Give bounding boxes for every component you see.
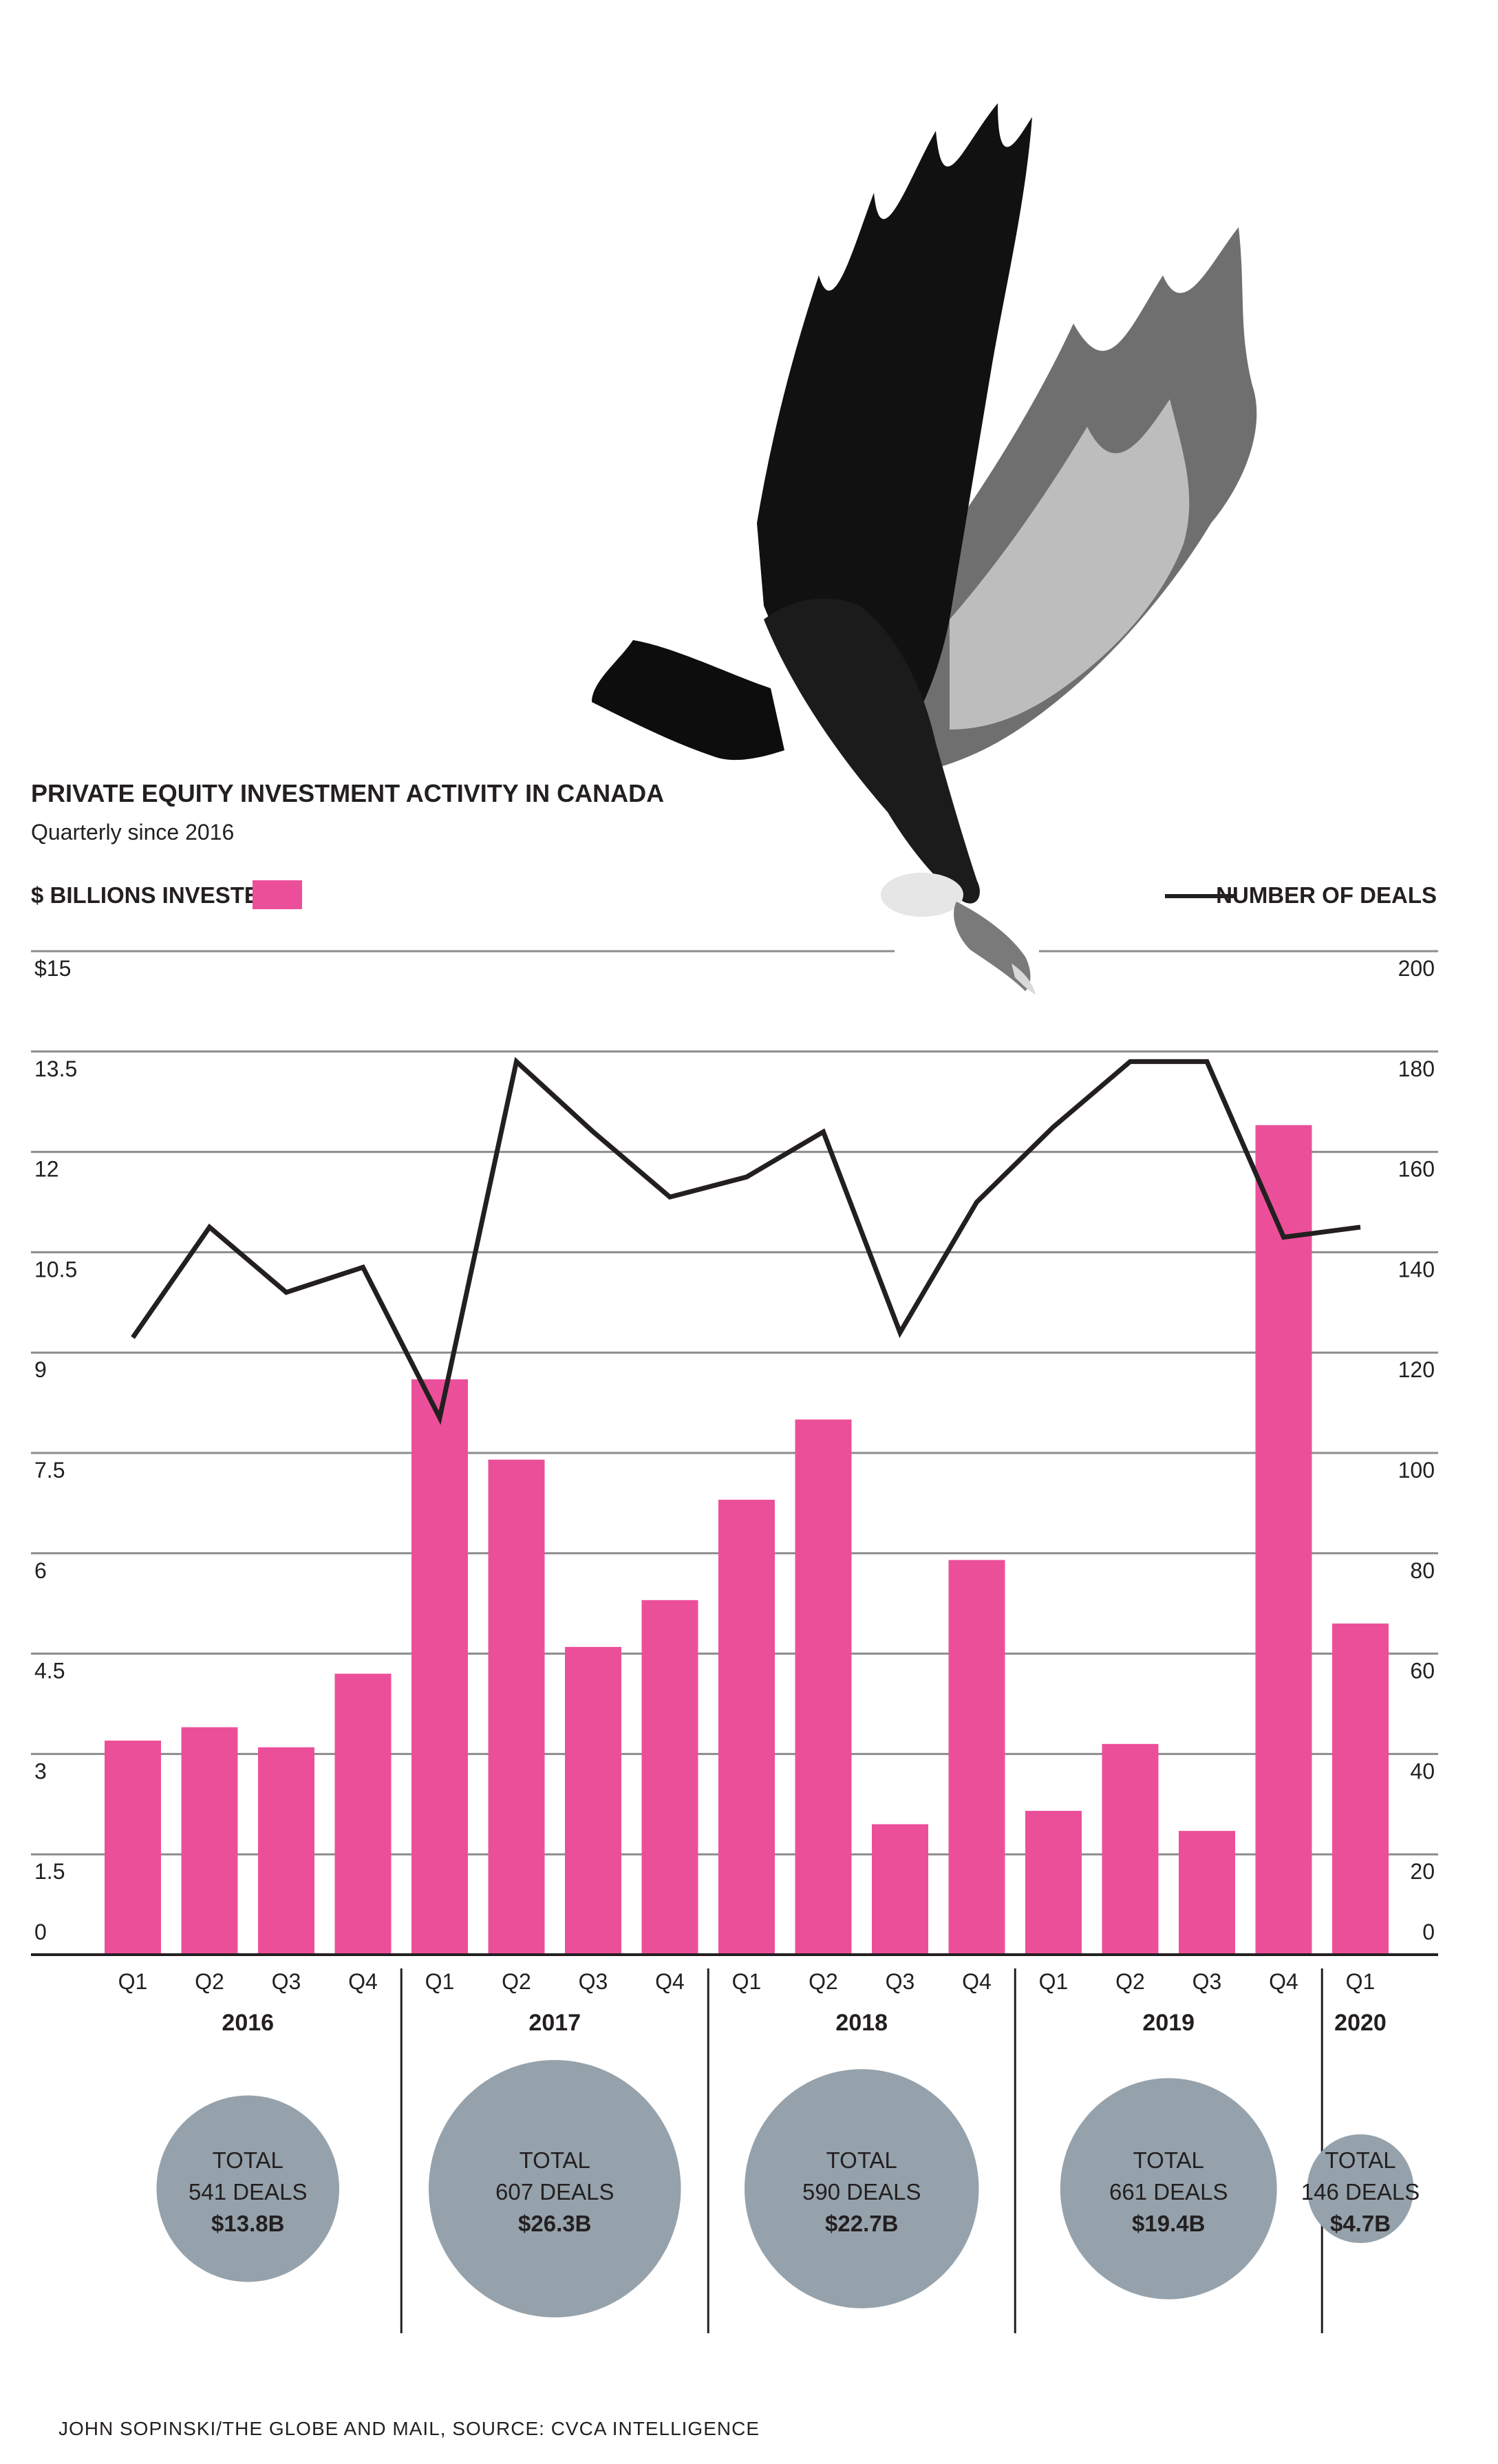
bar xyxy=(488,1459,545,1955)
bubble-amount: $4.7B xyxy=(1330,2211,1391,2236)
left-axis: 0 1.5 3 4.5 6 7.5 9 10.5 12 13.5 $15 xyxy=(34,956,77,1944)
bar xyxy=(334,1673,392,1955)
quarter-label: Q3 xyxy=(579,1969,608,1994)
x-axis: Q1 Q2 Q3 Q4 Q1 Q2 Q3 Q4 Q1 Q2 Q3 Q4 Q1 Q2 Q3 Q4 Q1 xyxy=(118,1969,1376,1994)
chart-title: PRIVATE EQUITY INVESTMENT ACTIVITY IN CA… xyxy=(31,779,664,807)
bar xyxy=(411,1379,468,1955)
quarter-label: Q4 xyxy=(1269,1969,1298,1994)
quarter-label: Q1 xyxy=(732,1969,762,1994)
left-tick-label: 12 xyxy=(34,1157,59,1182)
left-tick-label: 0 xyxy=(34,1920,47,1944)
bar xyxy=(795,1419,852,1955)
bar xyxy=(181,1727,238,1955)
year-label: 2017 xyxy=(528,2010,581,2036)
quarter-label: Q2 xyxy=(1115,1969,1145,1994)
quarter-label: Q1 xyxy=(1039,1969,1069,1994)
bar xyxy=(641,1600,698,1955)
bubble-total-label: TOTAL xyxy=(1133,2147,1204,2173)
right-tick-label: 180 xyxy=(1398,1056,1435,1081)
left-tick-label: 1.5 xyxy=(34,1859,65,1884)
year-total-bubble xyxy=(1307,2134,1414,2244)
quarter-label: Q4 xyxy=(962,1969,992,1994)
bubble-total-label: TOTAL xyxy=(1325,2147,1395,2173)
bubble-deals: 607 DEALS xyxy=(495,2179,614,2205)
quarter-label: Q3 xyxy=(1192,1969,1222,1994)
bubble-amount: $22.7B xyxy=(825,2211,898,2236)
right-tick-label: 120 xyxy=(1398,1357,1435,1382)
right-tick-label: 140 xyxy=(1398,1257,1435,1282)
bubble-deals: 541 DEALS xyxy=(189,2179,307,2205)
year-label: 2019 xyxy=(1142,2010,1195,2036)
right-tick-label: 100 xyxy=(1398,1458,1435,1483)
year-total-bubble xyxy=(744,2069,979,2308)
year-label: 2016 xyxy=(222,2010,274,2036)
bar xyxy=(105,1740,161,1955)
vulture-icon xyxy=(592,103,1257,995)
left-tick-label: 3 xyxy=(34,1759,47,1783)
right-tick-label: 60 xyxy=(1410,1659,1435,1684)
bubble-amount: $19.4B xyxy=(1132,2211,1205,2236)
credit: JOHN SOPINSKI/THE GLOBE AND MAIL, SOURCE… xyxy=(58,2418,760,2439)
legend-bar-swatch xyxy=(253,880,302,909)
left-tick-label: 10.5 xyxy=(34,1257,77,1282)
year-label: 2020 xyxy=(1334,2010,1387,2036)
quarter-label: Q1 xyxy=(425,1969,455,1994)
bubble-amount: $13.8B xyxy=(211,2211,284,2236)
right-tick-label: 20 xyxy=(1410,1859,1435,1884)
quarter-label: Q4 xyxy=(655,1969,685,1994)
deals-line-layer xyxy=(131,1056,1361,1425)
bar xyxy=(948,1560,1005,1955)
legend: $ BILLIONS INVESTED NUMBER OF DEALS xyxy=(31,880,1437,909)
bubble-deals: 146 DEALS xyxy=(1301,2179,1420,2205)
quarter-label: Q2 xyxy=(809,1969,838,1994)
quarter-label: Q1 xyxy=(118,1969,148,1994)
legend-right-label: NUMBER OF DEALS xyxy=(1216,882,1437,908)
bar xyxy=(1332,1623,1389,1955)
bubble-total-label: TOTAL xyxy=(213,2147,283,2173)
bar xyxy=(718,1500,775,1955)
year-total-bubble xyxy=(1060,2078,1277,2300)
year-total-bubble xyxy=(156,2095,339,2282)
left-tick-label: 4.5 xyxy=(34,1659,65,1684)
quarter-label: Q2 xyxy=(502,1969,531,1994)
left-tick-label: 7.5 xyxy=(34,1458,65,1483)
quarter-label: Q3 xyxy=(272,1969,301,1994)
right-tick-label: 200 xyxy=(1398,956,1435,981)
bar xyxy=(1102,1743,1159,1955)
bubble-deals: 661 DEALS xyxy=(1109,2179,1228,2205)
bars xyxy=(31,1125,1438,1956)
bar xyxy=(258,1747,314,1955)
bar xyxy=(1255,1125,1312,1955)
bar xyxy=(565,1646,621,1955)
chart-subtitle: Quarterly since 2016 xyxy=(31,820,234,845)
bar xyxy=(872,1824,928,1955)
quarter-label: Q3 xyxy=(886,1969,915,1994)
quarter-label: Q2 xyxy=(195,1969,224,1994)
right-tick-label: 40 xyxy=(1410,1759,1435,1783)
bar xyxy=(1179,1831,1235,1955)
year-total-bubble xyxy=(428,2060,681,2317)
deals-line xyxy=(131,1056,1361,1425)
bubble-total-label: TOTAL xyxy=(826,2147,897,2173)
right-tick-label: 80 xyxy=(1410,1558,1435,1583)
right-tick-label: 0 xyxy=(1422,1920,1435,1944)
quarter-label: Q1 xyxy=(1346,1969,1376,1994)
bar xyxy=(1025,1811,1082,1955)
quarter-label: Q4 xyxy=(348,1969,378,1994)
bubble-total-label: TOTAL xyxy=(520,2147,590,2173)
year-label: 2018 xyxy=(835,2010,888,2036)
left-tick-label: 6 xyxy=(34,1558,47,1583)
year-summaries: 2016 TOTAL 541 DEALS $13.8B 2017 TOTAL 607 DEA… xyxy=(156,1968,1420,2333)
right-axis: 0 20 40 60 80 100 120 140 160 180 200 xyxy=(1398,956,1435,1944)
bubble-deals: 590 DEALS xyxy=(802,2179,921,2205)
left-tick-label: 9 xyxy=(34,1357,47,1382)
legend-left-label: $ BILLIONS INVESTED xyxy=(31,882,276,908)
left-tick-label: $15 xyxy=(34,956,71,981)
bubble-amount: $26.3B xyxy=(518,2211,591,2236)
left-tick-label: 13.5 xyxy=(34,1056,77,1081)
right-tick-label: 160 xyxy=(1398,1157,1435,1182)
